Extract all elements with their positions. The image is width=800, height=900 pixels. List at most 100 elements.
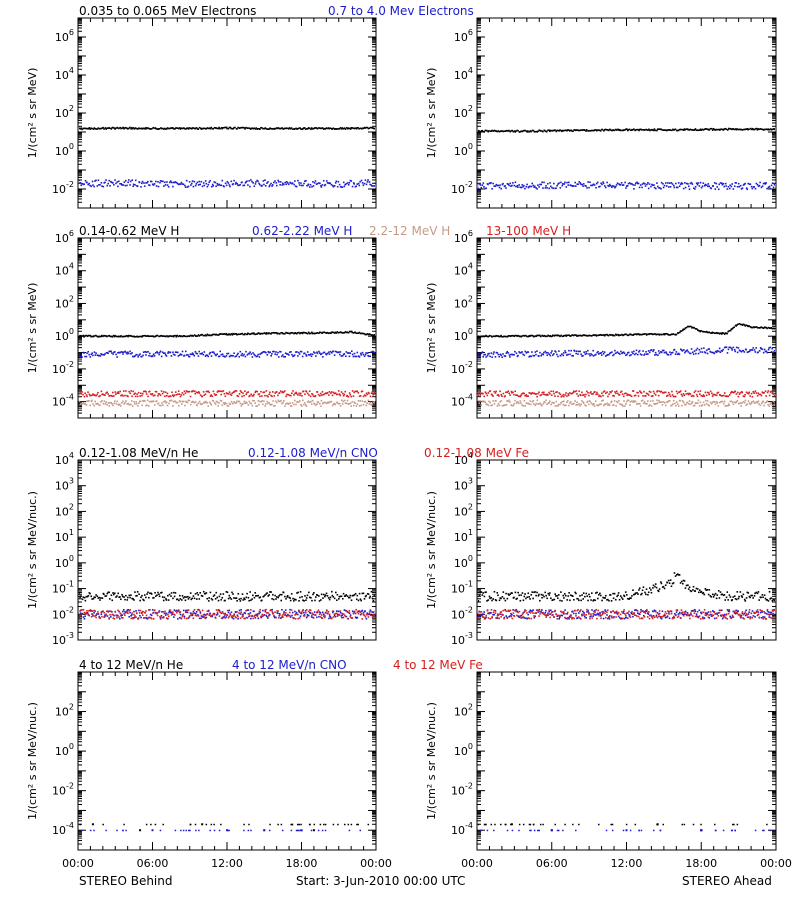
y-tick-label: 102: [55, 703, 74, 719]
legend-entry: 0.12-1.08 MeV/n He: [79, 446, 198, 460]
series-blue-points: [81, 829, 362, 832]
x-tick-label: 00:00: [360, 857, 392, 870]
legend-entry: 4 to 12 MeV Fe: [393, 658, 483, 672]
legend-entry: 0.62-2.22 MeV H: [252, 224, 352, 238]
series-black-points: [79, 590, 375, 602]
series-blue-points: [79, 179, 375, 189]
x-tick-label: 06:00: [536, 857, 568, 870]
series-black-points: [478, 127, 775, 133]
x-tick-label: 06:00: [137, 857, 169, 870]
x-tick-label: 18:00: [685, 857, 717, 870]
series-blue-points: [79, 350, 375, 358]
series-black-points: [79, 126, 375, 131]
series-tan-points: [478, 399, 775, 407]
legend-entry: 0.12-1.08 MeV/n CNO: [248, 446, 378, 460]
legend-entry: 13-100 MeV H: [486, 224, 571, 238]
y-axis-label: 1/(cm² s sr MeV): [425, 283, 438, 374]
y-tick-label: 10-2: [52, 782, 74, 798]
legend-entry: 0.7 to 4.0 Mev Electrons: [328, 4, 474, 18]
footer-start-label: Start: 3-Jun-2010 00:00 UTC: [296, 874, 465, 888]
series-black-points: [79, 823, 370, 832]
y-tick-label: 101: [454, 528, 473, 544]
x-tick-label: 12:00: [611, 857, 643, 870]
y-tick-label: 10-1: [451, 580, 473, 596]
y-tick-label: 102: [55, 502, 74, 518]
series-black-points: [478, 572, 775, 602]
panel-ahead-row-1: 10-2 100 102 104 106 1/(cm² s sr MeV): [425, 17, 777, 209]
y-tick-label: 100: [55, 554, 74, 570]
y-tick-label: 100: [55, 142, 74, 158]
y-tick-label: 10-4: [52, 821, 74, 837]
y-tick-label: 10-2: [451, 782, 473, 798]
y-tick-label: 102: [55, 104, 74, 120]
series-red-points: [478, 608, 775, 620]
y-axis-label: 1/(cm² s sr MeV): [26, 68, 39, 159]
y-tick-label: 10-2: [451, 180, 473, 196]
footer-left-label: STEREO Behind: [79, 874, 173, 888]
y-tick-label: 10-4: [52, 393, 74, 409]
y-tick-label: 106: [454, 229, 473, 245]
y-tick-label: 102: [454, 294, 473, 310]
panel-behind-row-1: 10-2 100 102 104 106 1/(cm² s sr MeV): [26, 17, 377, 209]
y-tick-label: 104: [454, 262, 473, 278]
series-black-points: [478, 323, 775, 338]
panel-ahead-row-3: 10-3 10-2 10-1 100 101 102 103 104 1/(cm² s sr M…: [425, 451, 777, 647]
x-tick-label: 18:00: [286, 857, 318, 870]
plot-frame: [476, 671, 777, 851]
y-tick-label: 100: [454, 327, 473, 343]
series-blue-points: [478, 346, 775, 359]
y-tick-label: 104: [55, 451, 74, 467]
panel-ahead-row-2: 10-4 10-2 100 102 104 106 1/(cm² s sr MeV): [425, 229, 777, 419]
footer-right-label: STEREO Ahead: [682, 874, 772, 888]
plot-frame: [77, 17, 377, 209]
plot-frame: [77, 671, 377, 851]
y-tick-label: 106: [55, 229, 74, 245]
y-tick-label: 100: [454, 554, 473, 570]
y-tick-label: 10-4: [451, 393, 473, 409]
y-tick-label: 103: [454, 477, 473, 493]
y-tick-label: 104: [55, 66, 74, 82]
y-tick-label: 10-2: [451, 360, 473, 376]
y-tick-label: 104: [55, 262, 74, 278]
legend-entry: 0.035 to 0.065 MeV Electrons: [79, 4, 256, 18]
y-tick-label: 100: [55, 327, 74, 343]
y-tick-label: 102: [454, 703, 473, 719]
series-red-points: [79, 608, 375, 620]
y-tick-label: 101: [55, 528, 74, 544]
y-tick-label: 103: [55, 477, 74, 493]
legend-entry: 4 to 12 MeV/n CNO: [232, 658, 347, 672]
y-tick-label: 100: [55, 742, 74, 758]
x-tick-label: 00:00: [62, 857, 94, 870]
y-axis-label: 1/(cm² s sr MeV/nuc.): [26, 702, 39, 820]
y-axis-label: 1/(cm² s sr MeV/nuc.): [425, 491, 438, 609]
y-tick-label: 10-2: [52, 180, 74, 196]
plot-frame: [77, 459, 377, 641]
y-axis-label: 1/(cm² s sr MeV/nuc.): [425, 702, 438, 820]
x-tick-label: 12:00: [211, 857, 243, 870]
legend-entry: 2.2-12 MeV H: [369, 224, 450, 238]
series-red-points: [79, 390, 375, 398]
x-tick-label: 00:00: [461, 857, 493, 870]
y-tick-label: 104: [454, 66, 473, 82]
plot-frame: [77, 237, 377, 419]
panel-behind-row-3: 10-3 10-2 10-1 100 101 102 103 104 1/(cm² s sr M…: [26, 451, 377, 647]
y-tick-label: 102: [454, 104, 473, 120]
y-tick-label: 106: [55, 28, 74, 44]
panel-behind-row-4: 10-4 10-2 100 102 00:00 06:00 12:00 18:00 00:00 1…: [26, 671, 392, 870]
panel-behind-row-2: 10-4 10-2 100 102 104 106 1/(cm² s sr MeV): [26, 229, 377, 419]
x-tick-label: 00:00: [760, 857, 792, 870]
y-tick-label: 10-3: [451, 631, 473, 647]
y-tick-label: 10-4: [451, 821, 473, 837]
y-tick-label: 100: [454, 142, 473, 158]
y-tick-label: 10-2: [52, 360, 74, 376]
legend-entry: 4 to 12 MeV/n He: [79, 658, 183, 672]
y-tick-label: 10-2: [451, 605, 473, 621]
panel-ahead-row-4: 10-4 10-2 100 102 00:00 06:00 12:00 18:00 00:00 1…: [425, 671, 792, 870]
series-tan-points: [79, 399, 375, 407]
y-tick-label: 102: [454, 502, 473, 518]
y-tick-label: 10-3: [52, 631, 74, 647]
y-tick-label: 102: [55, 294, 74, 310]
y-tick-label: 106: [454, 28, 473, 44]
series-blue-points: [478, 180, 775, 191]
